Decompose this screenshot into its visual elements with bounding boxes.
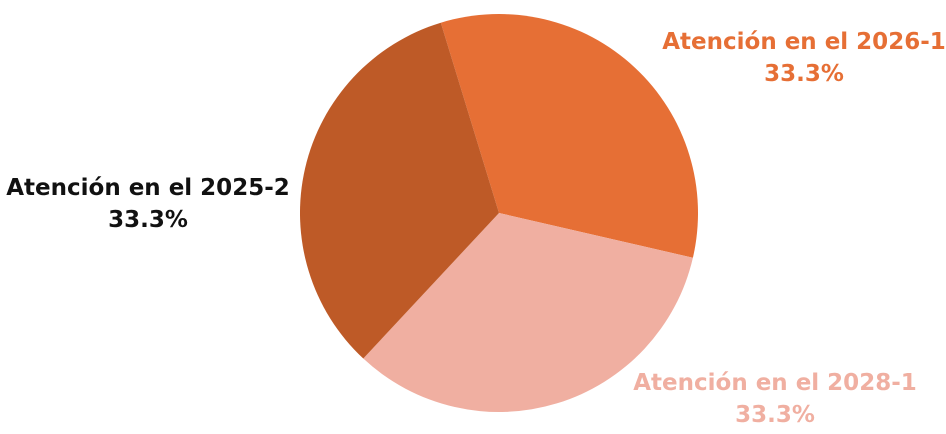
slice-2025-2 bbox=[300, 22, 499, 359]
slice-2026-1 bbox=[440, 13, 698, 258]
slice-label-2026-1: Atención en el 2026-1 33.3% bbox=[662, 26, 946, 90]
slice-label-2028-1: Atención en el 2028-1 33.3% bbox=[633, 367, 917, 431]
slice-2028-1 bbox=[363, 213, 693, 412]
slice-label-text: Atención en el 2025-2 bbox=[6, 175, 290, 201]
slice-label-percent: 33.3% bbox=[735, 402, 815, 428]
slice-label-text: Atención en el 2028-1 bbox=[633, 370, 917, 396]
slice-label-text: Atención en el 2026-1 bbox=[662, 29, 946, 55]
slice-label-percent: 33.3% bbox=[764, 61, 844, 87]
slice-label-percent: 33.3% bbox=[108, 207, 188, 233]
slice-label-2025-2: Atención en el 2025-2 33.3% bbox=[6, 172, 290, 236]
